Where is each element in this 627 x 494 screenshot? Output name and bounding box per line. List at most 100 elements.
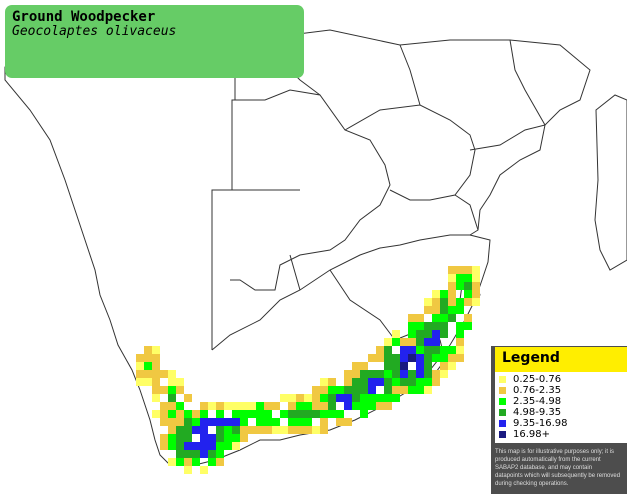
grid-cell: [144, 346, 152, 354]
grid-cell: [328, 410, 336, 418]
grid-cell: [424, 338, 432, 346]
grid-cell: [440, 306, 448, 314]
grid-cell: [152, 378, 160, 386]
grid-cell: [192, 410, 200, 418]
grid-cell: [256, 426, 264, 434]
grid-cell: [176, 450, 184, 458]
grid-cell: [448, 306, 456, 314]
grid-cell: [360, 370, 368, 378]
grid-cell: [296, 402, 304, 410]
grid-cell: [304, 402, 312, 410]
grid-cell: [168, 426, 176, 434]
grid-cell: [144, 354, 152, 362]
grid-cell: [448, 362, 456, 370]
grid-cell: [216, 450, 224, 458]
grid-cell: [216, 402, 224, 410]
grid-cell: [448, 282, 456, 290]
grid-cell: [392, 370, 400, 378]
legend-label: 2.35-4.98: [513, 396, 562, 407]
grid-cell: [184, 458, 192, 466]
grid-cell: [232, 418, 240, 426]
grid-cell: [360, 410, 368, 418]
grid-cell: [256, 418, 264, 426]
grid-cell: [224, 434, 232, 442]
grid-cell: [400, 386, 408, 394]
grid-cell: [288, 418, 296, 426]
grid-cell: [448, 314, 456, 322]
grid-cell: [472, 298, 480, 306]
grid-cell: [264, 418, 272, 426]
species-title-box: Ground Woodpecker Geocolaptes olivaceus: [5, 5, 304, 78]
grid-cell: [200, 402, 208, 410]
grid-cell: [216, 458, 224, 466]
grid-cell: [192, 450, 200, 458]
grid-cell: [368, 386, 376, 394]
grid-cell: [160, 434, 168, 442]
grid-cell: [320, 394, 328, 402]
legend-header: Legend: [495, 347, 627, 372]
grid-cell: [408, 338, 416, 346]
grid-cell: [232, 426, 240, 434]
grid-cell: [472, 290, 480, 298]
grid-cell: [224, 418, 232, 426]
grid-cell: [456, 306, 464, 314]
grid-cell: [432, 346, 440, 354]
grid-cell: [240, 434, 248, 442]
legend-swatch: [499, 431, 506, 438]
grid-cell: [472, 282, 480, 290]
sighting-grid-cells: [136, 266, 480, 474]
grid-cell: [216, 434, 224, 442]
grid-cell: [328, 402, 336, 410]
grid-cell: [280, 410, 288, 418]
grid-cell: [168, 378, 176, 386]
grid-cell: [352, 378, 360, 386]
grid-cell: [424, 298, 432, 306]
species-scientific-name: Geocolaptes olivaceus: [12, 24, 177, 39]
grid-cell: [424, 362, 432, 370]
grid-cell: [320, 386, 328, 394]
grid-cell: [192, 458, 200, 466]
legend-item: 16.98+: [495, 429, 627, 441]
legend-panel: Legend 0.25-0.76 0.76-2.35 2.35-4.98 4.9…: [491, 346, 627, 494]
grid-cell: [408, 314, 416, 322]
grid-cell: [440, 322, 448, 330]
grid-cell: [192, 418, 200, 426]
grid-cell: [144, 378, 152, 386]
grid-cell: [200, 426, 208, 434]
grid-cell: [296, 418, 304, 426]
grid-cell: [416, 362, 424, 370]
namibia-border: [4, 49, 236, 350]
grid-cell: [344, 394, 352, 402]
grid-cell: [320, 418, 328, 426]
grid-cell: [432, 322, 440, 330]
grid-cell: [408, 386, 416, 394]
legend-swatch: [499, 420, 506, 427]
grid-cell: [440, 314, 448, 322]
grid-cell: [432, 378, 440, 386]
grid-cell: [424, 386, 432, 394]
grid-cell: [232, 410, 240, 418]
grid-cell: [440, 330, 448, 338]
grid-cell: [296, 394, 304, 402]
grid-cell: [400, 378, 408, 386]
malawi-border: [509, 39, 546, 126]
grid-cell: [416, 330, 424, 338]
legend-item: 0.25-0.76: [495, 374, 627, 386]
grid-cell: [176, 402, 184, 410]
grid-cell: [440, 290, 448, 298]
grid-cell: [400, 346, 408, 354]
grid-cell: [416, 378, 424, 386]
grid-cell: [384, 354, 392, 362]
grid-cell: [384, 378, 392, 386]
grid-cell: [472, 266, 480, 274]
grid-cell: [136, 362, 144, 370]
grid-cell: [456, 338, 464, 346]
grid-cell: [376, 370, 384, 378]
grid-cell: [248, 402, 256, 410]
grid-cell: [168, 402, 176, 410]
grid-cell: [176, 426, 184, 434]
legend-swatch: [499, 409, 506, 416]
grid-cell: [240, 418, 248, 426]
grid-cell: [176, 434, 184, 442]
grid-cell: [408, 370, 416, 378]
